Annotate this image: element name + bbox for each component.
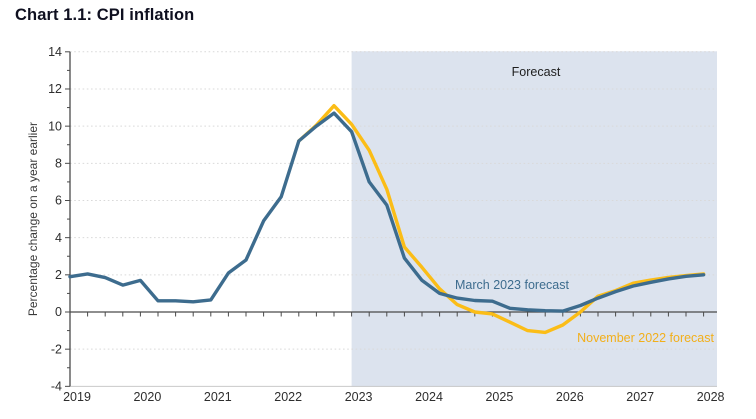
x-tick-label: 2022 [274, 390, 302, 404]
chart-title: Chart 1.1: CPI inflation [15, 6, 195, 24]
x-tick-label: 2025 [485, 390, 513, 404]
forecast-label: Forecast [512, 65, 561, 79]
x-tick-labels: 2019 2020 2021 2022 2023 2024 2025 2026 2027 2028 [63, 390, 724, 404]
x-axis-zero-line [70, 311, 717, 317]
x-tick-label: 2020 [133, 390, 161, 404]
y-tick-label: 10 [48, 119, 62, 133]
y-tick-label: 0 [55, 305, 62, 319]
x-tick-label: 2019 [63, 390, 91, 404]
x-tick-label: 2023 [345, 390, 373, 404]
y-axis: -4 -2 0 2 4 6 8 10 12 14 [48, 45, 71, 394]
y-tick-label: 2 [55, 268, 62, 282]
x-tick-label: 2021 [204, 390, 232, 404]
y-tick-label: -4 [51, 380, 62, 394]
x-tick-label: 2028 [697, 390, 725, 404]
gridlines [70, 51, 717, 350]
y-axis-title: Percentage change on a year earlier [26, 122, 40, 316]
x-tick-label: 2027 [626, 390, 654, 404]
series-line-march-2023-forecast [68, 111, 706, 313]
x-tick-label: 2024 [415, 390, 443, 404]
march-2023-forecast-label: March 2023 forecast [455, 278, 569, 292]
x-tick-label: 2026 [556, 390, 584, 404]
y-tick-label: 4 [55, 231, 62, 245]
november-2022-forecast-label: November 2022 forecast [577, 331, 714, 345]
y-tick-label: 6 [55, 194, 62, 208]
y-tick-label: 12 [48, 82, 62, 96]
y-tick-label: 8 [55, 157, 62, 171]
series-line-november-2022-forecast [297, 103, 706, 335]
y-tick-label: -2 [51, 342, 62, 356]
y-tick-label: 14 [48, 45, 62, 59]
